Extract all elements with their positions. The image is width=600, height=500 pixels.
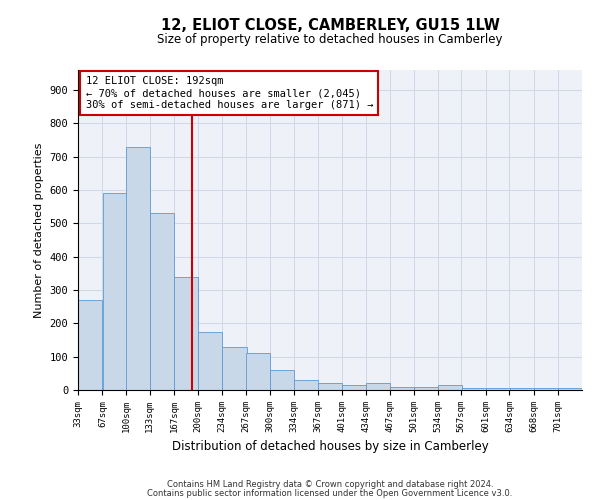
Text: Contains HM Land Registry data © Crown copyright and database right 2024.: Contains HM Land Registry data © Crown c… — [167, 480, 493, 489]
Y-axis label: Number of detached properties: Number of detached properties — [34, 142, 44, 318]
Bar — [246, 354, 270, 390]
Text: Size of property relative to detached houses in Camberley: Size of property relative to detached ho… — [157, 32, 503, 46]
X-axis label: Distribution of detached houses by size in Camberley: Distribution of detached houses by size … — [172, 440, 488, 454]
Bar — [126, 146, 151, 390]
Bar — [270, 370, 294, 390]
Bar — [175, 276, 199, 390]
Bar — [534, 388, 558, 390]
Bar — [390, 386, 414, 390]
Text: 12, ELIOT CLOSE, CAMBERLEY, GU15 1LW: 12, ELIOT CLOSE, CAMBERLEY, GU15 1LW — [161, 18, 499, 32]
Bar — [509, 388, 534, 390]
Bar — [294, 380, 319, 390]
Text: 12 ELIOT CLOSE: 192sqm
← 70% of detached houses are smaller (2,045)
30% of semi-: 12 ELIOT CLOSE: 192sqm ← 70% of detached… — [86, 76, 373, 110]
Bar — [438, 385, 462, 390]
Bar — [223, 346, 247, 390]
Bar — [103, 194, 127, 390]
Bar — [366, 384, 390, 390]
Bar — [318, 384, 342, 390]
Bar — [461, 388, 485, 390]
Bar — [558, 388, 582, 390]
Bar — [150, 214, 174, 390]
Bar — [414, 386, 438, 390]
Bar — [486, 388, 510, 390]
Text: Contains public sector information licensed under the Open Government Licence v3: Contains public sector information licen… — [148, 489, 512, 498]
Bar — [198, 332, 222, 390]
Bar — [343, 385, 367, 390]
Bar — [78, 300, 102, 390]
